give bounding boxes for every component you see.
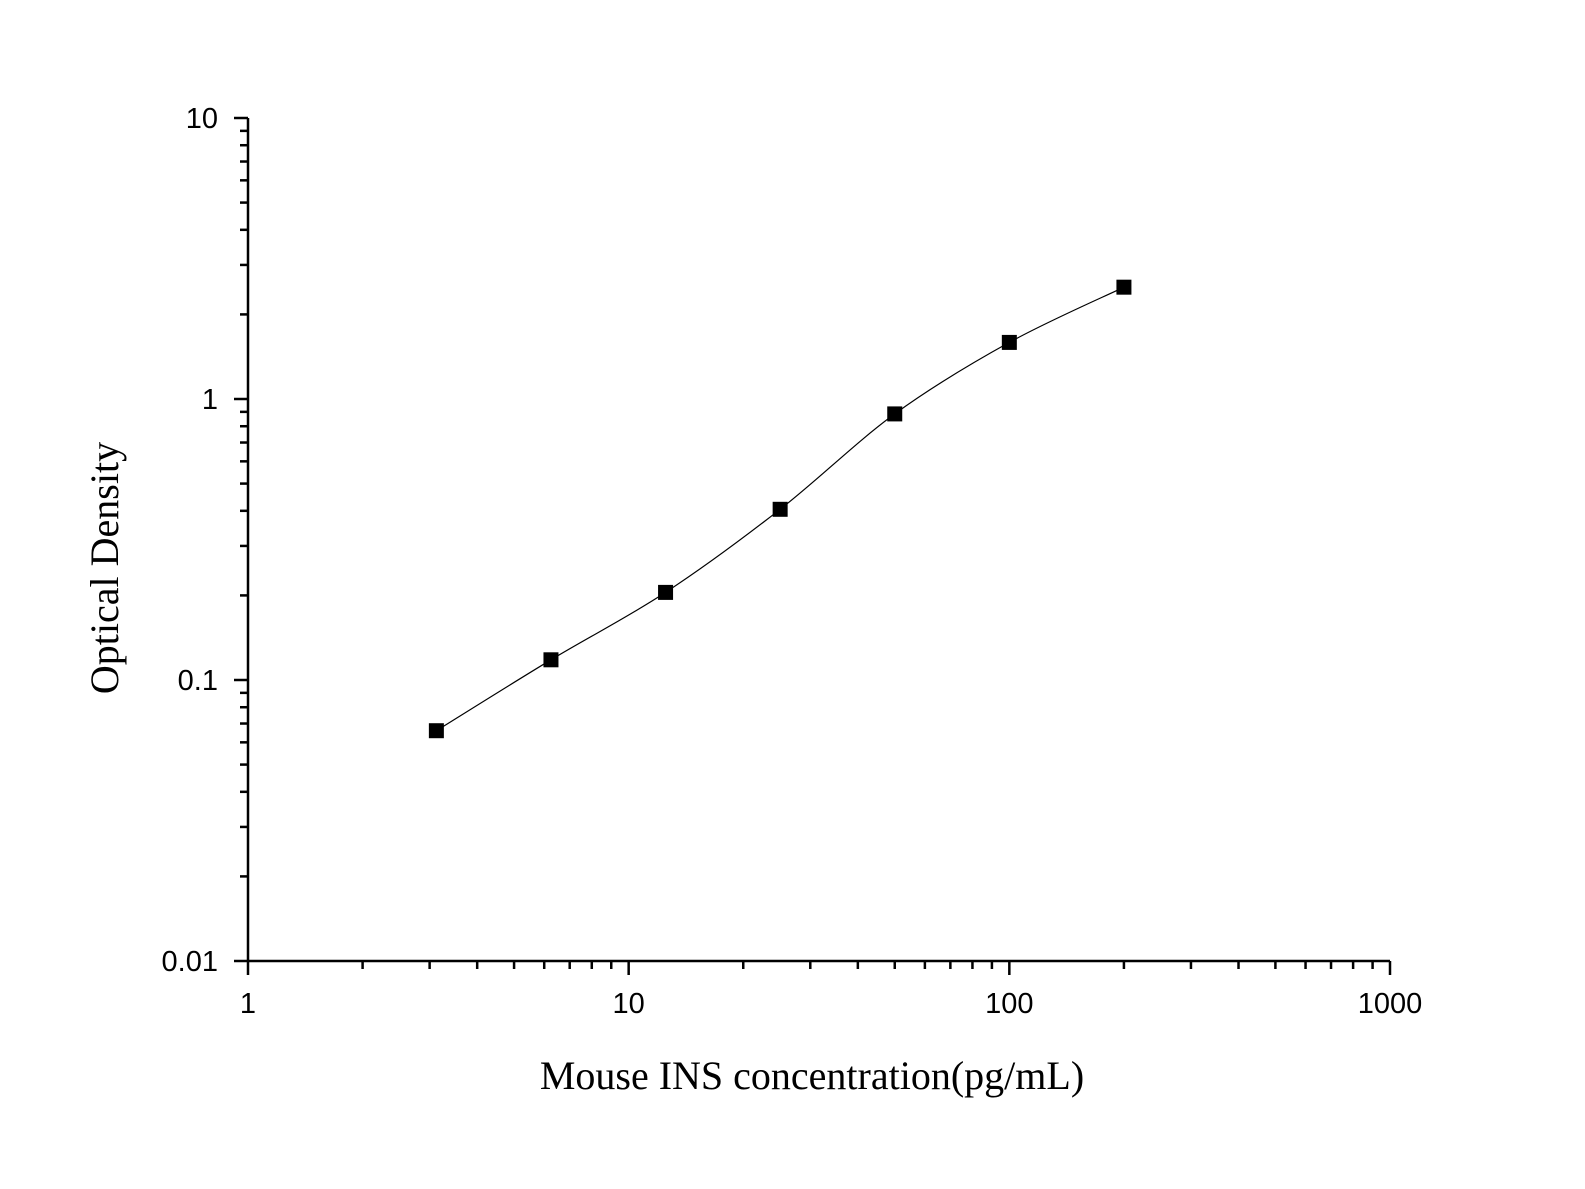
data-point <box>772 501 788 517</box>
x-axis-title: Mouse INS concentration(pg/mL) <box>540 1053 1084 1098</box>
data-point <box>543 652 559 668</box>
y-tick-label: 1 <box>202 384 218 416</box>
x-tick-label: 10 <box>613 988 645 1020</box>
tick-labels: 1 10 100 1000 0.01 0.1 1 10 <box>162 103 1423 1020</box>
data-point <box>428 723 444 739</box>
axes <box>246 118 1390 963</box>
y-tick-label: 0.1 <box>178 665 218 697</box>
y-tick-label: 0.01 <box>162 946 218 978</box>
y-axis-title: Optical Density <box>82 442 127 694</box>
x-tick-label: 1000 <box>1358 988 1423 1020</box>
x-tick-label: 100 <box>985 988 1033 1020</box>
data-point <box>887 406 903 422</box>
plot-series <box>428 279 1132 739</box>
ticks <box>234 116 1392 975</box>
data-point <box>658 584 674 600</box>
x-tick-label: 1 <box>240 988 256 1020</box>
data-point <box>1001 334 1017 350</box>
y-tick-label: 10 <box>186 103 218 135</box>
data-point <box>1116 279 1132 295</box>
